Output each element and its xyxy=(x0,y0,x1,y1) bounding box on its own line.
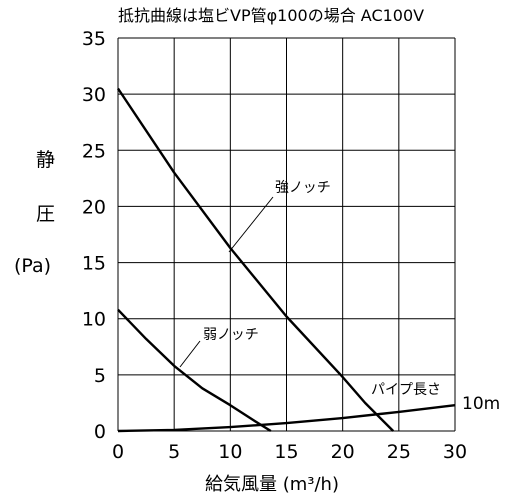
y-tick-label: 30 xyxy=(82,84,106,106)
x-tick-label: 25 xyxy=(387,441,411,463)
y-axis-label-line-2: 圧 xyxy=(36,203,56,225)
y-tick-label: 5 xyxy=(94,365,106,387)
grid xyxy=(117,37,456,432)
x-tick-label: 30 xyxy=(443,441,467,463)
y-tick-label: 35 xyxy=(82,28,106,50)
x-tick-label: 5 xyxy=(168,441,180,463)
x-tick-label: 0 xyxy=(112,441,124,463)
pipe-length-curve xyxy=(117,404,456,433)
series-lines xyxy=(117,87,456,433)
tick-labels: 0 5 10 15 20 25 30 0 5 10 15 20 25 30 35 xyxy=(82,28,467,463)
weak-notch-label: 弱ノッチ xyxy=(203,327,259,343)
y-axis-label-line-3: (Pa) xyxy=(14,255,52,277)
strong-notch-curve xyxy=(117,87,395,432)
pipe-length-label: パイプ長さ xyxy=(371,382,441,398)
x-axis-label: 給気風量 (m³/h) xyxy=(205,474,339,495)
weak-notch-curve xyxy=(117,308,272,433)
x-tick-label: 20 xyxy=(331,441,355,463)
y-tick-label: 0 xyxy=(94,421,106,443)
y-axis-label-line-1: 静 xyxy=(36,149,56,171)
y-tick-label: 25 xyxy=(82,140,106,162)
x-tick-label: 10 xyxy=(218,441,242,463)
weak-notch-leader xyxy=(179,340,201,368)
y-tick-label: 20 xyxy=(82,196,106,218)
chart-title: 抵抗曲線は塩ビVP管φ100の場合 AC100V xyxy=(118,6,425,25)
y-tick-label: 15 xyxy=(82,253,106,275)
strong-notch-leader xyxy=(228,196,274,253)
y-tick-label: 10 xyxy=(82,309,106,331)
x-tick-label: 15 xyxy=(274,441,298,463)
strong-notch-label: 強ノッチ xyxy=(275,180,331,196)
pipe-length-value-label: 10m xyxy=(462,394,500,414)
